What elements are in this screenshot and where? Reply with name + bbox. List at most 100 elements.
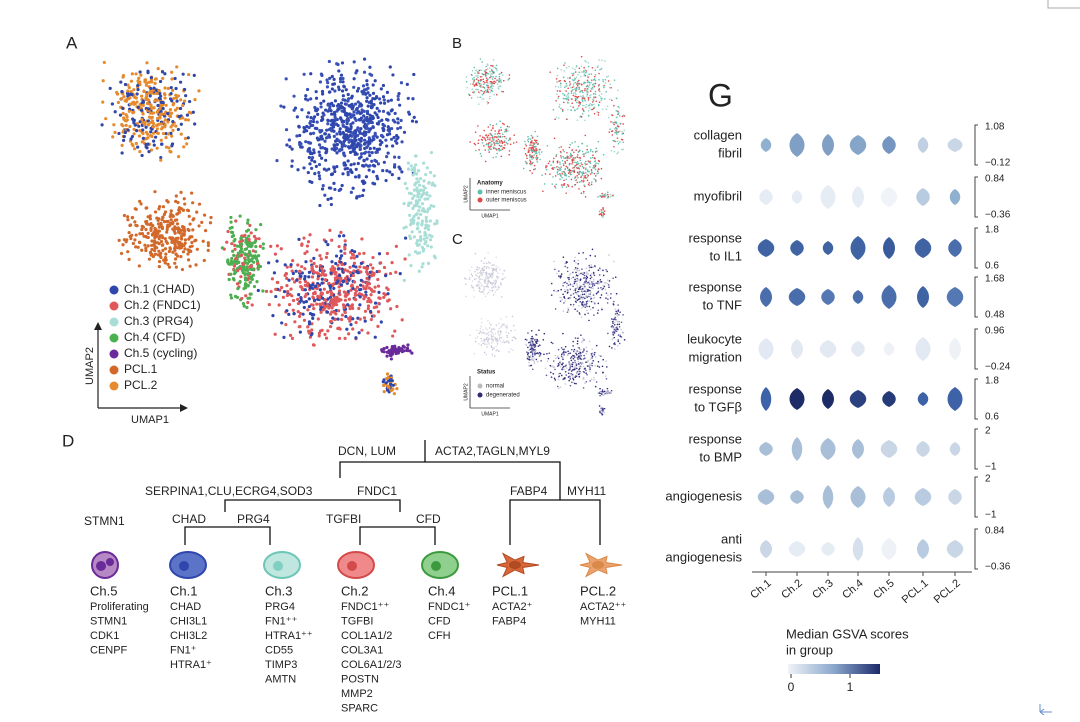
cell-dot xyxy=(289,263,293,267)
cell-dot xyxy=(501,148,504,151)
cell-dot xyxy=(617,131,619,134)
cell-dot xyxy=(563,157,565,159)
cell-dot xyxy=(606,191,609,193)
cell-dot xyxy=(575,164,578,166)
cell-dot xyxy=(573,268,576,271)
cell-dot xyxy=(325,310,330,314)
cell-dot xyxy=(490,345,493,348)
cell-dot xyxy=(353,250,357,254)
cell-dot xyxy=(285,265,289,269)
cell-dot xyxy=(618,115,621,117)
cell-dot xyxy=(332,286,336,291)
cell-dot xyxy=(171,250,175,254)
cell-dot xyxy=(495,142,498,144)
cell-dot xyxy=(497,332,499,335)
cell-dot xyxy=(116,100,120,105)
cell-dot xyxy=(607,298,609,301)
cell-dot xyxy=(285,143,289,147)
cell-dot xyxy=(473,85,476,87)
cell-dot xyxy=(574,256,576,259)
cell-dot xyxy=(563,365,565,368)
cell-dot xyxy=(600,67,603,70)
cell-dot xyxy=(393,163,397,167)
cell-dot xyxy=(240,250,245,254)
cell-dot xyxy=(408,349,412,353)
cell-dot xyxy=(433,222,437,226)
cell-dot xyxy=(167,249,171,254)
cell-dot xyxy=(414,120,418,124)
cell-dot xyxy=(335,109,339,113)
cell-dot xyxy=(607,80,610,82)
cell-dot xyxy=(352,280,357,284)
cell-dot xyxy=(613,318,616,321)
cell-dot xyxy=(616,133,618,135)
cell-dot xyxy=(500,331,502,334)
cell-dot xyxy=(275,280,279,285)
cell-dot xyxy=(562,92,564,95)
cell-dot xyxy=(359,261,363,265)
cell-dot xyxy=(341,280,345,284)
cell-dot xyxy=(576,171,579,174)
cell-dot xyxy=(302,130,306,134)
cell-dot xyxy=(535,156,537,159)
cell-dot xyxy=(392,135,396,140)
cell-dot xyxy=(603,85,605,88)
cell-dot xyxy=(421,188,426,193)
cell-dot xyxy=(359,111,364,115)
cell-dot xyxy=(497,288,499,290)
cell-dot xyxy=(468,276,471,279)
cell-dot xyxy=(164,132,168,136)
cell-dot xyxy=(483,86,486,89)
cell-dot xyxy=(585,304,587,306)
cell-dot xyxy=(483,281,486,284)
cell-dot xyxy=(316,112,320,116)
cell-dot xyxy=(556,356,559,359)
cell-dot xyxy=(489,282,492,284)
cell-dot xyxy=(550,164,552,166)
cell-dot xyxy=(154,77,158,81)
cell-dot xyxy=(328,90,332,94)
cell-dot xyxy=(497,276,499,278)
cell-dot xyxy=(529,159,531,161)
cell-dot xyxy=(492,124,494,127)
scatter-layer xyxy=(100,55,626,416)
cell-dot xyxy=(182,87,187,92)
cell-dot xyxy=(191,201,195,205)
cell-dot xyxy=(509,143,512,146)
cell-dot xyxy=(290,294,294,298)
cell-dot xyxy=(405,186,409,191)
cell-dot xyxy=(529,358,531,361)
cell-dot xyxy=(238,214,242,218)
cell-dot xyxy=(307,322,312,326)
cell-dot xyxy=(572,361,574,364)
cell-dot xyxy=(421,262,425,266)
cell-dot xyxy=(487,252,489,254)
cell-dot xyxy=(493,136,496,138)
cell-dot xyxy=(288,145,292,149)
cell-dot xyxy=(584,134,587,137)
cell-dot xyxy=(587,62,590,64)
cell-dot xyxy=(354,298,358,302)
cell-dot xyxy=(251,254,255,258)
cell-dot xyxy=(505,341,507,343)
cell-dot xyxy=(136,105,140,109)
cell-dot xyxy=(355,143,359,147)
cell-dot xyxy=(608,286,610,288)
cell-dot xyxy=(386,99,390,103)
cell-dot xyxy=(474,131,477,133)
cell-dot xyxy=(338,80,343,84)
cell-dot xyxy=(486,328,488,331)
cell-dot xyxy=(320,296,325,300)
cell-dot xyxy=(159,94,163,98)
cell-dot xyxy=(406,343,410,347)
cell-dot xyxy=(592,306,594,309)
cell-dot xyxy=(595,372,597,374)
cell-dot xyxy=(569,374,571,377)
cell-dot xyxy=(563,368,565,371)
cell-dot xyxy=(586,163,588,166)
cell-dot xyxy=(588,170,590,173)
cell-dot xyxy=(179,255,183,259)
cell-dot xyxy=(562,163,565,165)
cell-dot xyxy=(509,348,512,351)
cell-dot xyxy=(615,110,618,112)
